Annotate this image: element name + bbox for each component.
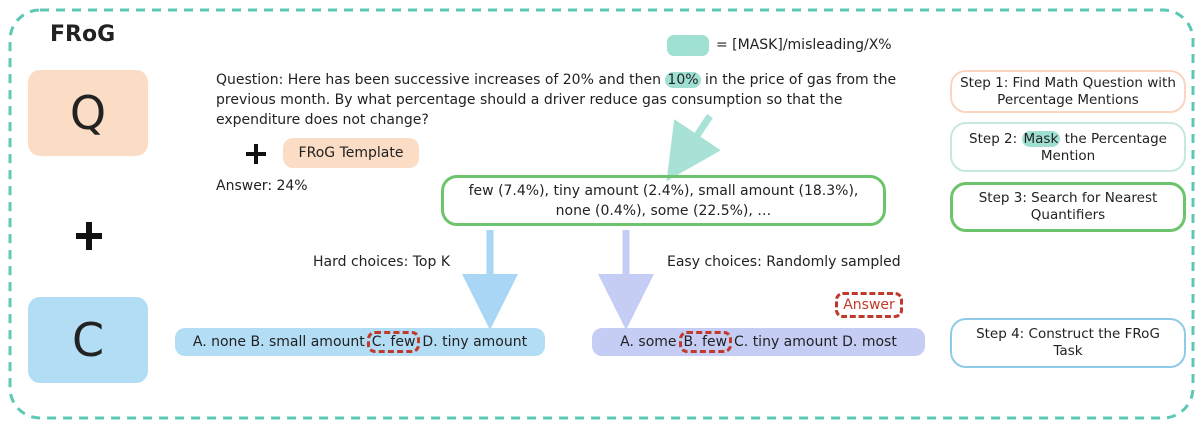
easy-label: Easy choices: Randomly sampled	[667, 254, 901, 270]
answer-choice: C. few	[366, 331, 421, 353]
arrow	[666, 114, 721, 182]
hard-choices: A. none B. small amount C. few D. tiny amo…	[175, 328, 545, 356]
title: FRoG	[50, 22, 116, 47]
step: Step 1: Find Math Question with Percenta…	[950, 70, 1186, 113]
plus-small	[246, 144, 266, 164]
mask: 10%	[665, 72, 701, 88]
quantifiers: few (7.4%), tiny amount (2.4%), small am…	[441, 175, 886, 226]
text: Question: Here has been successive incre…	[216, 72, 666, 88]
legend-swatch	[667, 35, 709, 56]
text: the Percentage Mention	[1040, 131, 1167, 164]
step: Step 2: Mask the Percentage Mention	[950, 122, 1186, 172]
q-box: Q	[28, 70, 148, 156]
question: Question: Here has been successive incre…	[216, 70, 916, 130]
choices: A. some	[620, 334, 677, 350]
c-box: C	[28, 297, 148, 383]
outer-border	[8, 8, 1195, 420]
template: FRoG Template	[283, 138, 419, 168]
choices: C. tiny amount D. most	[734, 334, 897, 350]
hard-label: Hard choices: Top K	[313, 254, 451, 270]
step: Step 4: Construct the FRoG Task	[950, 318, 1186, 368]
answer-tag: Answer	[835, 292, 903, 318]
step: Step 3: Search for Nearest Quantifiers	[950, 182, 1186, 232]
answer-choice: B. few	[678, 331, 733, 353]
text: Step 2:	[969, 131, 1022, 147]
easy-choices: A. some B. few C. tiny amount D. most	[592, 328, 925, 356]
mask: Mask	[1021, 131, 1061, 147]
text: in the price of gas from the previous mo…	[216, 72, 897, 128]
legend-label: = [MASK]/misleading/X%	[716, 37, 892, 53]
choices: D. tiny amount	[422, 334, 528, 350]
answer: Answer: 24%	[216, 178, 308, 194]
choices: A. none B. small amount	[192, 334, 365, 350]
plus	[76, 222, 102, 250]
